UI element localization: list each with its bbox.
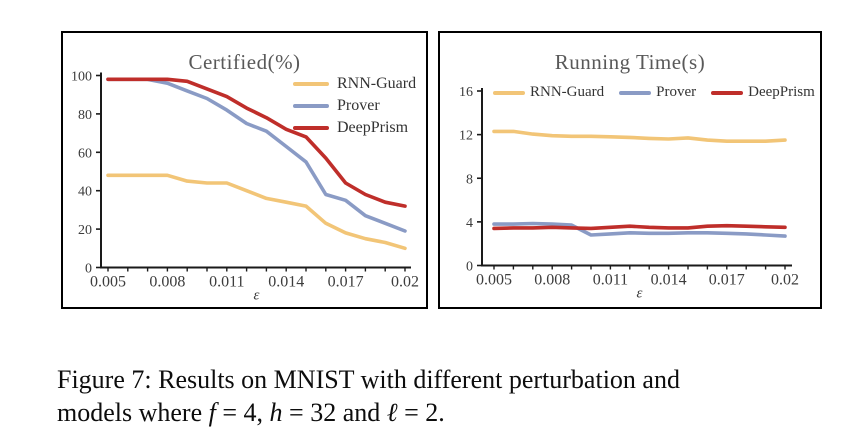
y-tick-label: 4 — [466, 216, 473, 231]
x-axis-title: ε — [637, 286, 643, 302]
deepprism-line-swatch — [293, 126, 329, 130]
legend-label: DeepPrism — [337, 119, 409, 136]
y-tick-label: 20 — [78, 223, 92, 238]
y-tick-label: 0 — [466, 260, 473, 275]
certified-chart-panel: Certified(%) 0 20 40 60 80 100 0.005 0.008 0.011… — [61, 31, 428, 309]
legend-item-deepprism: DeepPrism — [711, 84, 815, 101]
figure-caption: Figure 7: Results on MNIST with differen… — [57, 363, 802, 429]
legend-label: DeepPrism — [748, 84, 815, 100]
x-tick-label: 0.011 — [209, 274, 244, 291]
x-tick-label: 0.017 — [709, 272, 745, 289]
y-tick-label: 100 — [71, 70, 92, 85]
y-tick-label: 0 — [85, 262, 92, 277]
chart-title-running-time: Running Time(s) — [554, 50, 706, 74]
math-var: f — [208, 398, 216, 427]
legend-item-prover: Prover — [619, 84, 696, 101]
y-tick-label: 8 — [466, 172, 473, 187]
x-tick-label: 0.02 — [771, 272, 799, 289]
legend-item-rnn-guard: RNN-Guard — [493, 84, 604, 101]
caption-text: = 2. — [397, 398, 445, 427]
x-tick-label: 0.011 — [593, 272, 628, 289]
series-line-rnn-guard — [106, 173, 407, 251]
caption-text: Figure 7: Results on MNIST with differen… — [57, 365, 680, 394]
x-tick-label: 0.014 — [651, 272, 687, 289]
rnn-guard-line-swatch — [493, 90, 525, 95]
series-line-prover — [106, 77, 407, 233]
x-tick-label: 0.017 — [328, 274, 364, 291]
x-tick-label: 0.005 — [90, 274, 126, 291]
running-time-chart-panel: Running Time(s) 0 4 8 12 16 0.005 0.008 0.011 0.… — [438, 31, 822, 309]
math-var: h — [269, 398, 283, 427]
y-tick-label: 12 — [459, 129, 473, 144]
certified-chart-svg: 0 20 40 60 80 100 0.005 0.008 0.011 0.014 0.017 0.0… — [71, 70, 419, 304]
legend-label: RNN-Guard — [530, 84, 605, 100]
series-line-deepprism — [492, 223, 787, 231]
legend-label: RNN-Guard — [337, 75, 417, 92]
x-tick-label: 0.008 — [149, 274, 185, 291]
chart-title-certified: Certified(%) — [188, 50, 301, 74]
legend-label: Prover — [337, 97, 380, 114]
legend-item-prover: Prover — [293, 95, 416, 117]
y-tick-label: 40 — [78, 185, 92, 200]
y-tick-label: 60 — [78, 146, 92, 161]
deepprism-line-swatch — [711, 90, 744, 95]
certified-legend: RNN-Guard Prover DeepPrism — [293, 73, 416, 139]
prover-line-swatch — [293, 104, 329, 108]
rnn-guard-line-swatch — [293, 82, 329, 86]
series-line-rnn-guard — [492, 129, 787, 143]
caption-text: = 4, — [215, 398, 270, 427]
y-tick-label: 80 — [78, 108, 92, 123]
legend-item-deepprism: DeepPrism — [293, 117, 416, 139]
math-var: ℓ — [386, 398, 398, 427]
x-axis-title: ε — [254, 288, 260, 304]
series-line-prover — [492, 221, 787, 238]
running-time-legend: RNN-Guard Prover DeepPrism — [493, 84, 815, 101]
x-tick-label: 0.005 — [476, 272, 512, 289]
running-time-chart-svg: 0 4 8 12 16 0.005 0.008 0.011 0.014 0.017 0.02 ε — [459, 85, 799, 302]
caption-text: models where — [57, 398, 209, 427]
x-tick-label: 0.02 — [391, 274, 419, 291]
y-tick-label: 16 — [459, 85, 473, 100]
legend-item-rnn-guard: RNN-Guard — [293, 73, 416, 95]
x-tick-label: 0.008 — [534, 272, 570, 289]
legend-label: Prover — [656, 84, 697, 100]
caption-text: = 32 and — [282, 398, 387, 427]
prover-line-swatch — [619, 90, 652, 95]
x-tick-label: 0.014 — [268, 274, 304, 291]
series-line-deepprism — [106, 77, 407, 208]
